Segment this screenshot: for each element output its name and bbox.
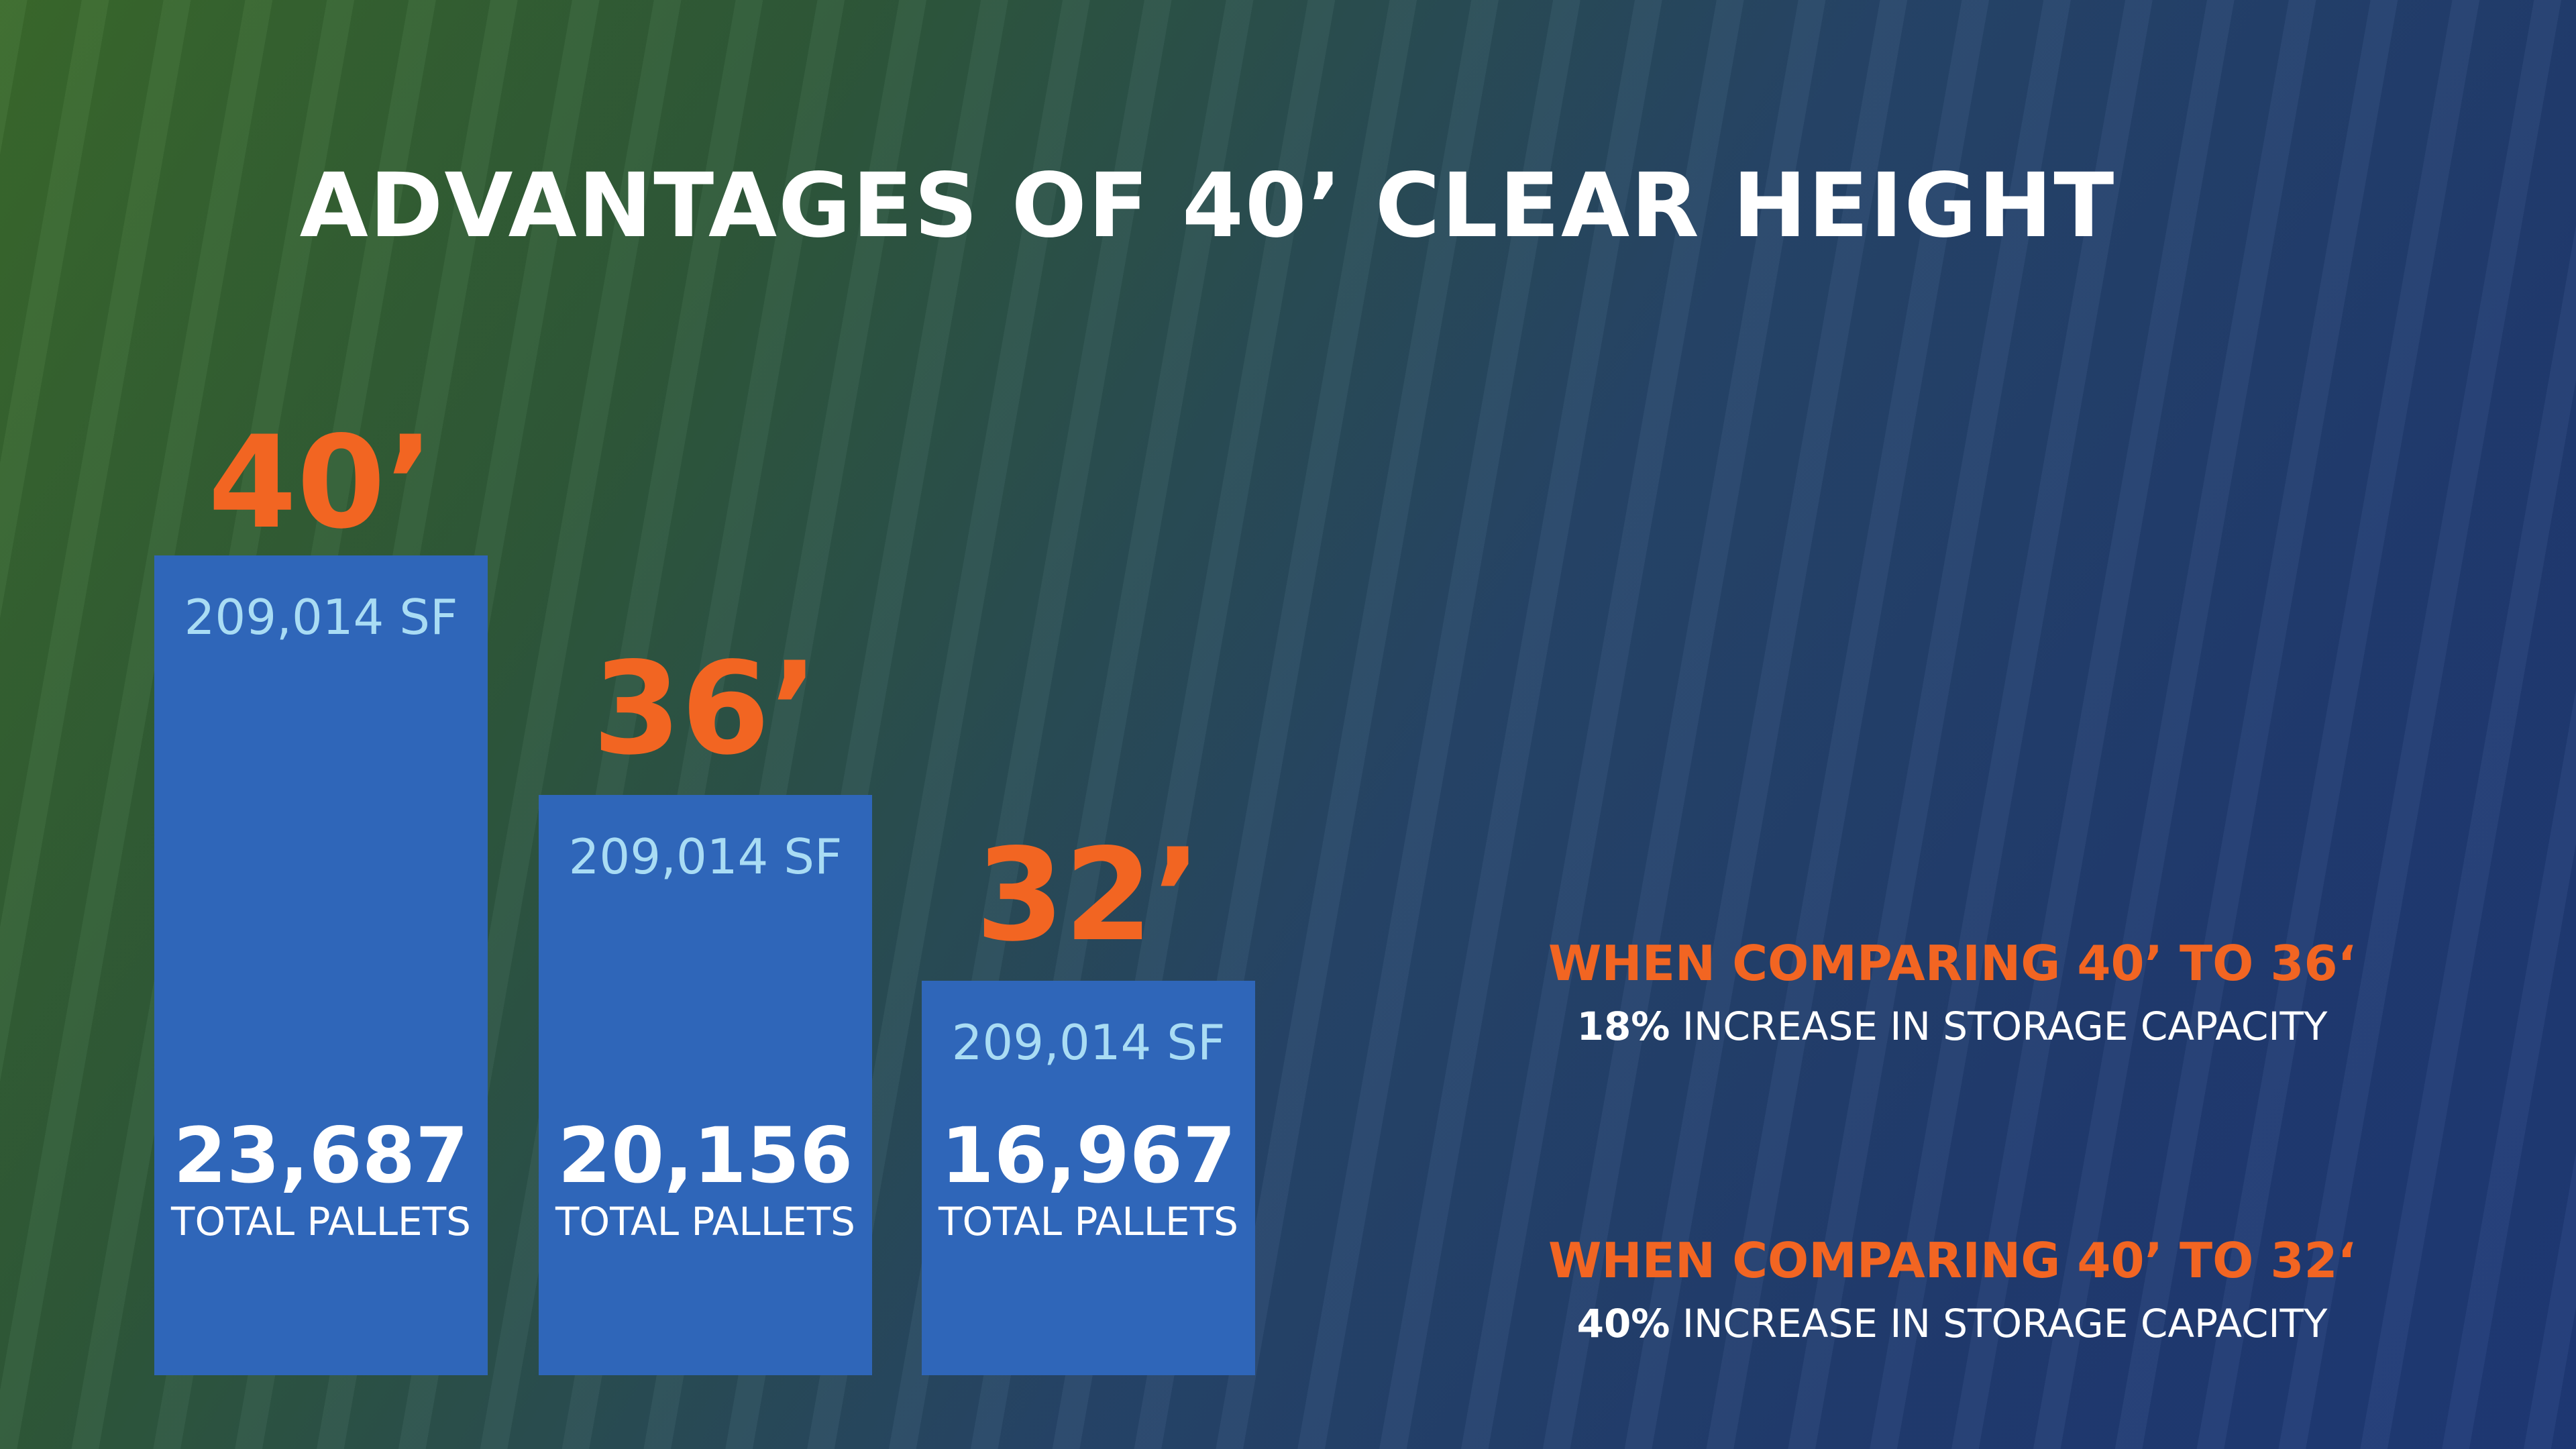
comparison-description: INCREASE IN STORAGE CAPACITY <box>1682 1004 2328 1049</box>
comparison-text: 40% INCREASE IN STORAGE CAPACITY <box>1409 1304 2496 1343</box>
comparison-text: 18% INCREASE IN STORAGE CAPACITY <box>1409 1007 2496 1046</box>
bar <box>539 795 872 1375</box>
pallets-label: TOTAL PALLETS <box>171 1199 471 1244</box>
comparison-heading: WHEN COMPARING 40’ TO 32‘ <box>1548 1232 2356 1289</box>
title: ADVANTAGES OF 40’ CLEAR HEIGHT <box>299 154 2116 258</box>
height-label: 36’ <box>592 635 818 783</box>
bar <box>154 555 488 1375</box>
comparison-percent: 40% <box>1576 1301 1670 1346</box>
pallets-value: 23,687 <box>173 1111 469 1200</box>
pallets-value: 20,156 <box>557 1111 853 1200</box>
pallets-label: TOTAL PALLETS <box>555 1199 855 1244</box>
bar <box>922 981 1255 1375</box>
comparison-description: INCREASE IN STORAGE CAPACITY <box>1682 1301 2328 1346</box>
area-label: 209,014 SF <box>951 1014 1226 1071</box>
comparison-percent: 18% <box>1576 1004 1670 1049</box>
height-label: 40’ <box>208 409 434 557</box>
comparison-heading: WHEN COMPARING 40’ TO 36‘ <box>1548 935 2356 991</box>
pallets-value: 16,967 <box>941 1111 1236 1200</box>
area-label: 209,014 SF <box>568 828 843 885</box>
area-label: 209,014 SF <box>184 589 458 645</box>
pallets-label: TOTAL PALLETS <box>938 1199 1238 1244</box>
height-label: 32’ <box>975 821 1201 969</box>
